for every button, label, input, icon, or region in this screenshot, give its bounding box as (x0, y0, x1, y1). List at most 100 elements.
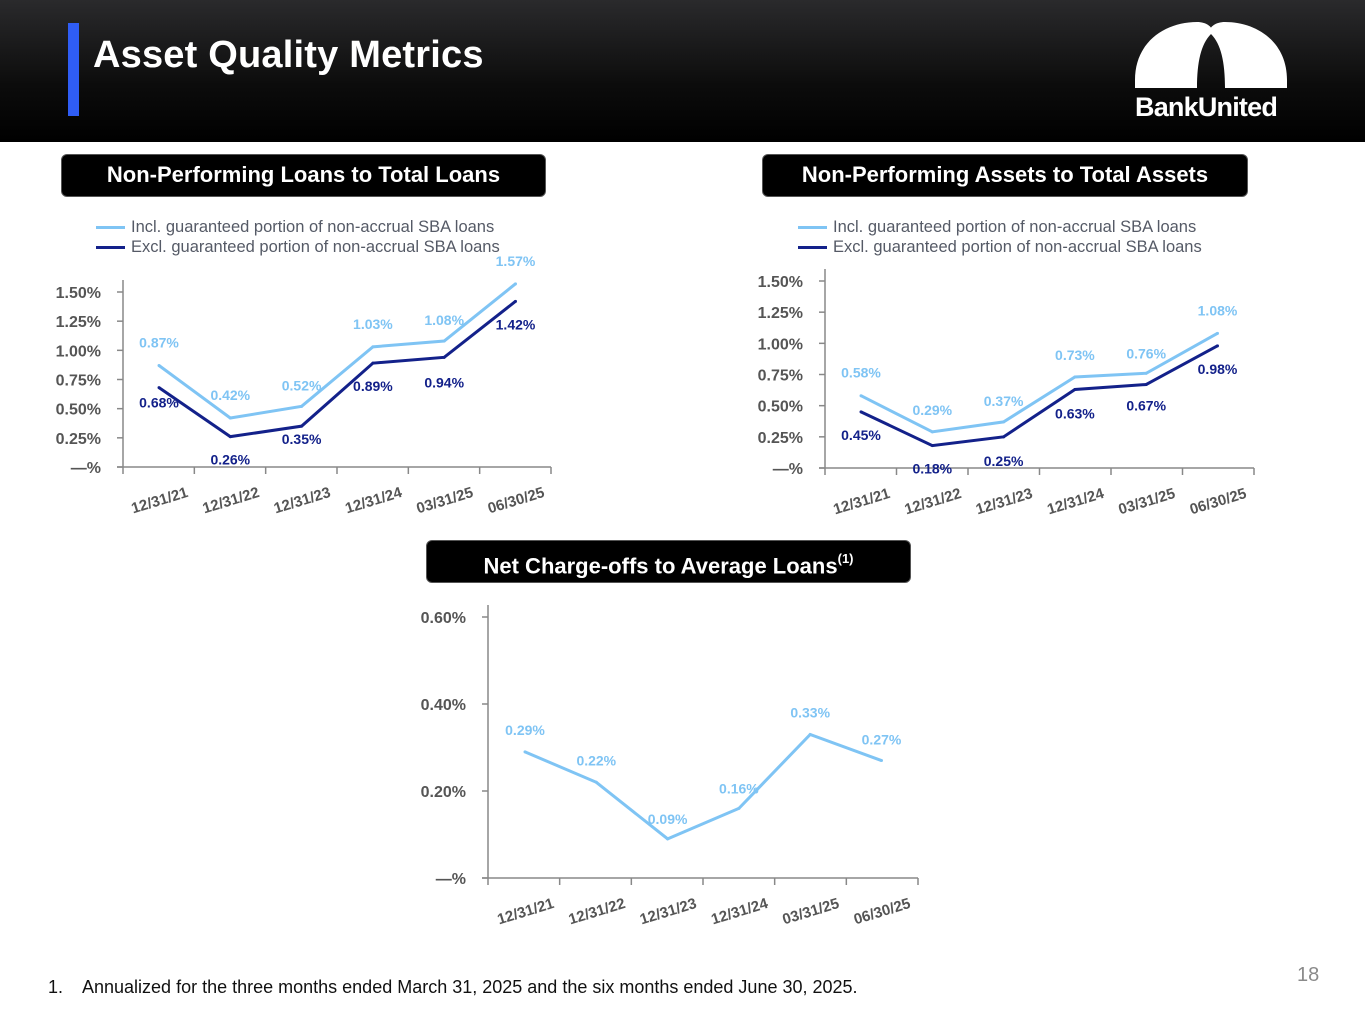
x-tick-label: 12/31/24 (709, 895, 770, 929)
nco-chart: —% 0.20% 0.40% 0.60% 12/31/21 12/31/22 12/31/2… (421, 605, 919, 929)
incl-series-line (524, 732, 883, 841)
data-point (228, 435, 232, 439)
x-tick-label: 12/31/21 (831, 485, 892, 518)
slide-header: Asset Quality Metrics BankUnited (0, 0, 1365, 142)
data-point (1073, 375, 1077, 379)
data-label: 0.37% (984, 393, 1024, 409)
y-tick-label: 1.00% (758, 336, 803, 353)
data-label: 0.89% (353, 378, 393, 394)
x-tick-label: 12/31/22 (567, 895, 628, 928)
data-point (300, 404, 304, 408)
x-tick-label: 12/31/21 (129, 484, 190, 517)
x-tick-label: 06/30/25 (852, 895, 913, 928)
data-label: 0.87% (139, 335, 179, 351)
data-label: 1.57% (496, 253, 536, 269)
bankunited-logo: BankUnited (1130, 20, 1290, 125)
data-point (930, 444, 934, 448)
x-tick-label: 12/31/24 (1045, 485, 1106, 519)
x-tick-label: 03/31/25 (1116, 485, 1177, 518)
data-label: 0.45% (841, 427, 881, 443)
data-point (808, 732, 812, 736)
data-point (1073, 387, 1077, 391)
logo-wordmark: BankUnited (1135, 92, 1278, 122)
data-point (442, 339, 446, 343)
data-label: 0.25% (984, 453, 1024, 469)
data-label: 0.52% (282, 377, 322, 393)
y-tick-label: 1.50% (56, 285, 101, 302)
data-label: 0.26% (210, 452, 250, 468)
data-point (666, 837, 670, 841)
legend-swatch-incl (96, 225, 125, 229)
data-point (514, 299, 517, 303)
npl-legend: Incl. guaranteed portion of non-accrual … (96, 217, 500, 257)
y-tick-label: 0.60% (421, 610, 466, 627)
page-number: 18 (1297, 964, 1320, 986)
data-point (1002, 435, 1006, 439)
x-tick-label: 12/31/23 (638, 895, 699, 928)
data-label: 0.35% (282, 431, 322, 447)
legend-label-excl: Excl. guaranteed portion of non-accrual … (131, 237, 500, 256)
data-label: 0.33% (790, 704, 830, 720)
nco-title-footnote-ref: (1) (837, 551, 854, 566)
data-point (228, 416, 232, 420)
npl-chart: —% 0.25% 0.50% 0.75% 1.00% 1.25% 1.50% 12/31/21… (56, 253, 552, 517)
y-tick-label: 1.50% (758, 274, 803, 291)
x-tick-label: 06/30/25 (486, 484, 547, 517)
data-label: 0.29% (912, 402, 952, 418)
data-point (1216, 344, 1219, 348)
y-tick-label: 1.25% (56, 314, 101, 331)
npa-chart-title: Non-Performing Assets to Total Assets (762, 154, 1248, 197)
data-label: 0.18% (912, 461, 952, 477)
page-title: Asset Quality Metrics (93, 34, 484, 76)
x-tick-label: 12/31/22 (903, 485, 964, 518)
data-label: 0.73% (1055, 347, 1095, 363)
incl-series-line (158, 282, 517, 420)
data-label: 0.27% (862, 732, 902, 748)
excl-series-line (158, 300, 517, 439)
data-point (371, 345, 375, 349)
title-accent-bar (68, 23, 79, 116)
y-tick-label: 0.50% (758, 399, 803, 416)
data-point (880, 759, 883, 763)
data-label: 1.03% (353, 316, 393, 332)
x-tick-label: 03/31/25 (780, 895, 841, 928)
data-point (859, 394, 863, 398)
legend-swatch-excl (96, 245, 125, 249)
data-label: 0.98% (1198, 361, 1238, 377)
data-point (1144, 382, 1148, 386)
data-point (300, 424, 304, 428)
y-tick-label: 1.25% (758, 305, 803, 322)
data-point (1002, 420, 1006, 424)
nco-chart-title: Net Charge-offs to Average Loans(1) (426, 540, 911, 583)
data-point (371, 361, 375, 365)
data-label: 1.08% (424, 312, 464, 328)
data-label: 1.42% (496, 316, 536, 332)
data-point (930, 430, 934, 434)
x-tick-label: 12/31/23 (974, 485, 1035, 518)
x-tick-label: 06/30/25 (1188, 485, 1249, 518)
data-point (1144, 371, 1148, 375)
data-label: 0.76% (1126, 345, 1166, 361)
y-tick-label: —% (71, 460, 101, 477)
x-tick-label: 12/31/22 (201, 484, 262, 517)
data-label: 0.68% (139, 395, 179, 411)
legend-item-excl: Excl. guaranteed portion of non-accrual … (798, 237, 1202, 257)
x-tick-label: 12/31/23 (272, 484, 333, 517)
legend-swatch-excl (798, 245, 827, 249)
legend-item-incl: Incl. guaranteed portion of non-accrual … (96, 217, 500, 237)
legend-item-excl: Excl. guaranteed portion of non-accrual … (96, 237, 500, 257)
legend-swatch-incl (798, 225, 827, 229)
y-tick-label: 0.75% (56, 373, 101, 390)
y-tick-label: 0.20% (421, 784, 466, 801)
y-tick-label: —% (773, 461, 803, 478)
data-point (442, 355, 446, 359)
data-point (859, 410, 863, 414)
footnote: 1. Annualized for the three months ended … (48, 977, 858, 998)
npl-chart-title-text: Non-Performing Loans to Total Loans (106, 162, 501, 187)
incl-series-line (860, 332, 1219, 434)
data-point (523, 750, 527, 754)
y-tick-label: 0.25% (56, 431, 101, 448)
data-label: 0.16% (719, 780, 759, 796)
data-label: 0.67% (1126, 397, 1166, 413)
